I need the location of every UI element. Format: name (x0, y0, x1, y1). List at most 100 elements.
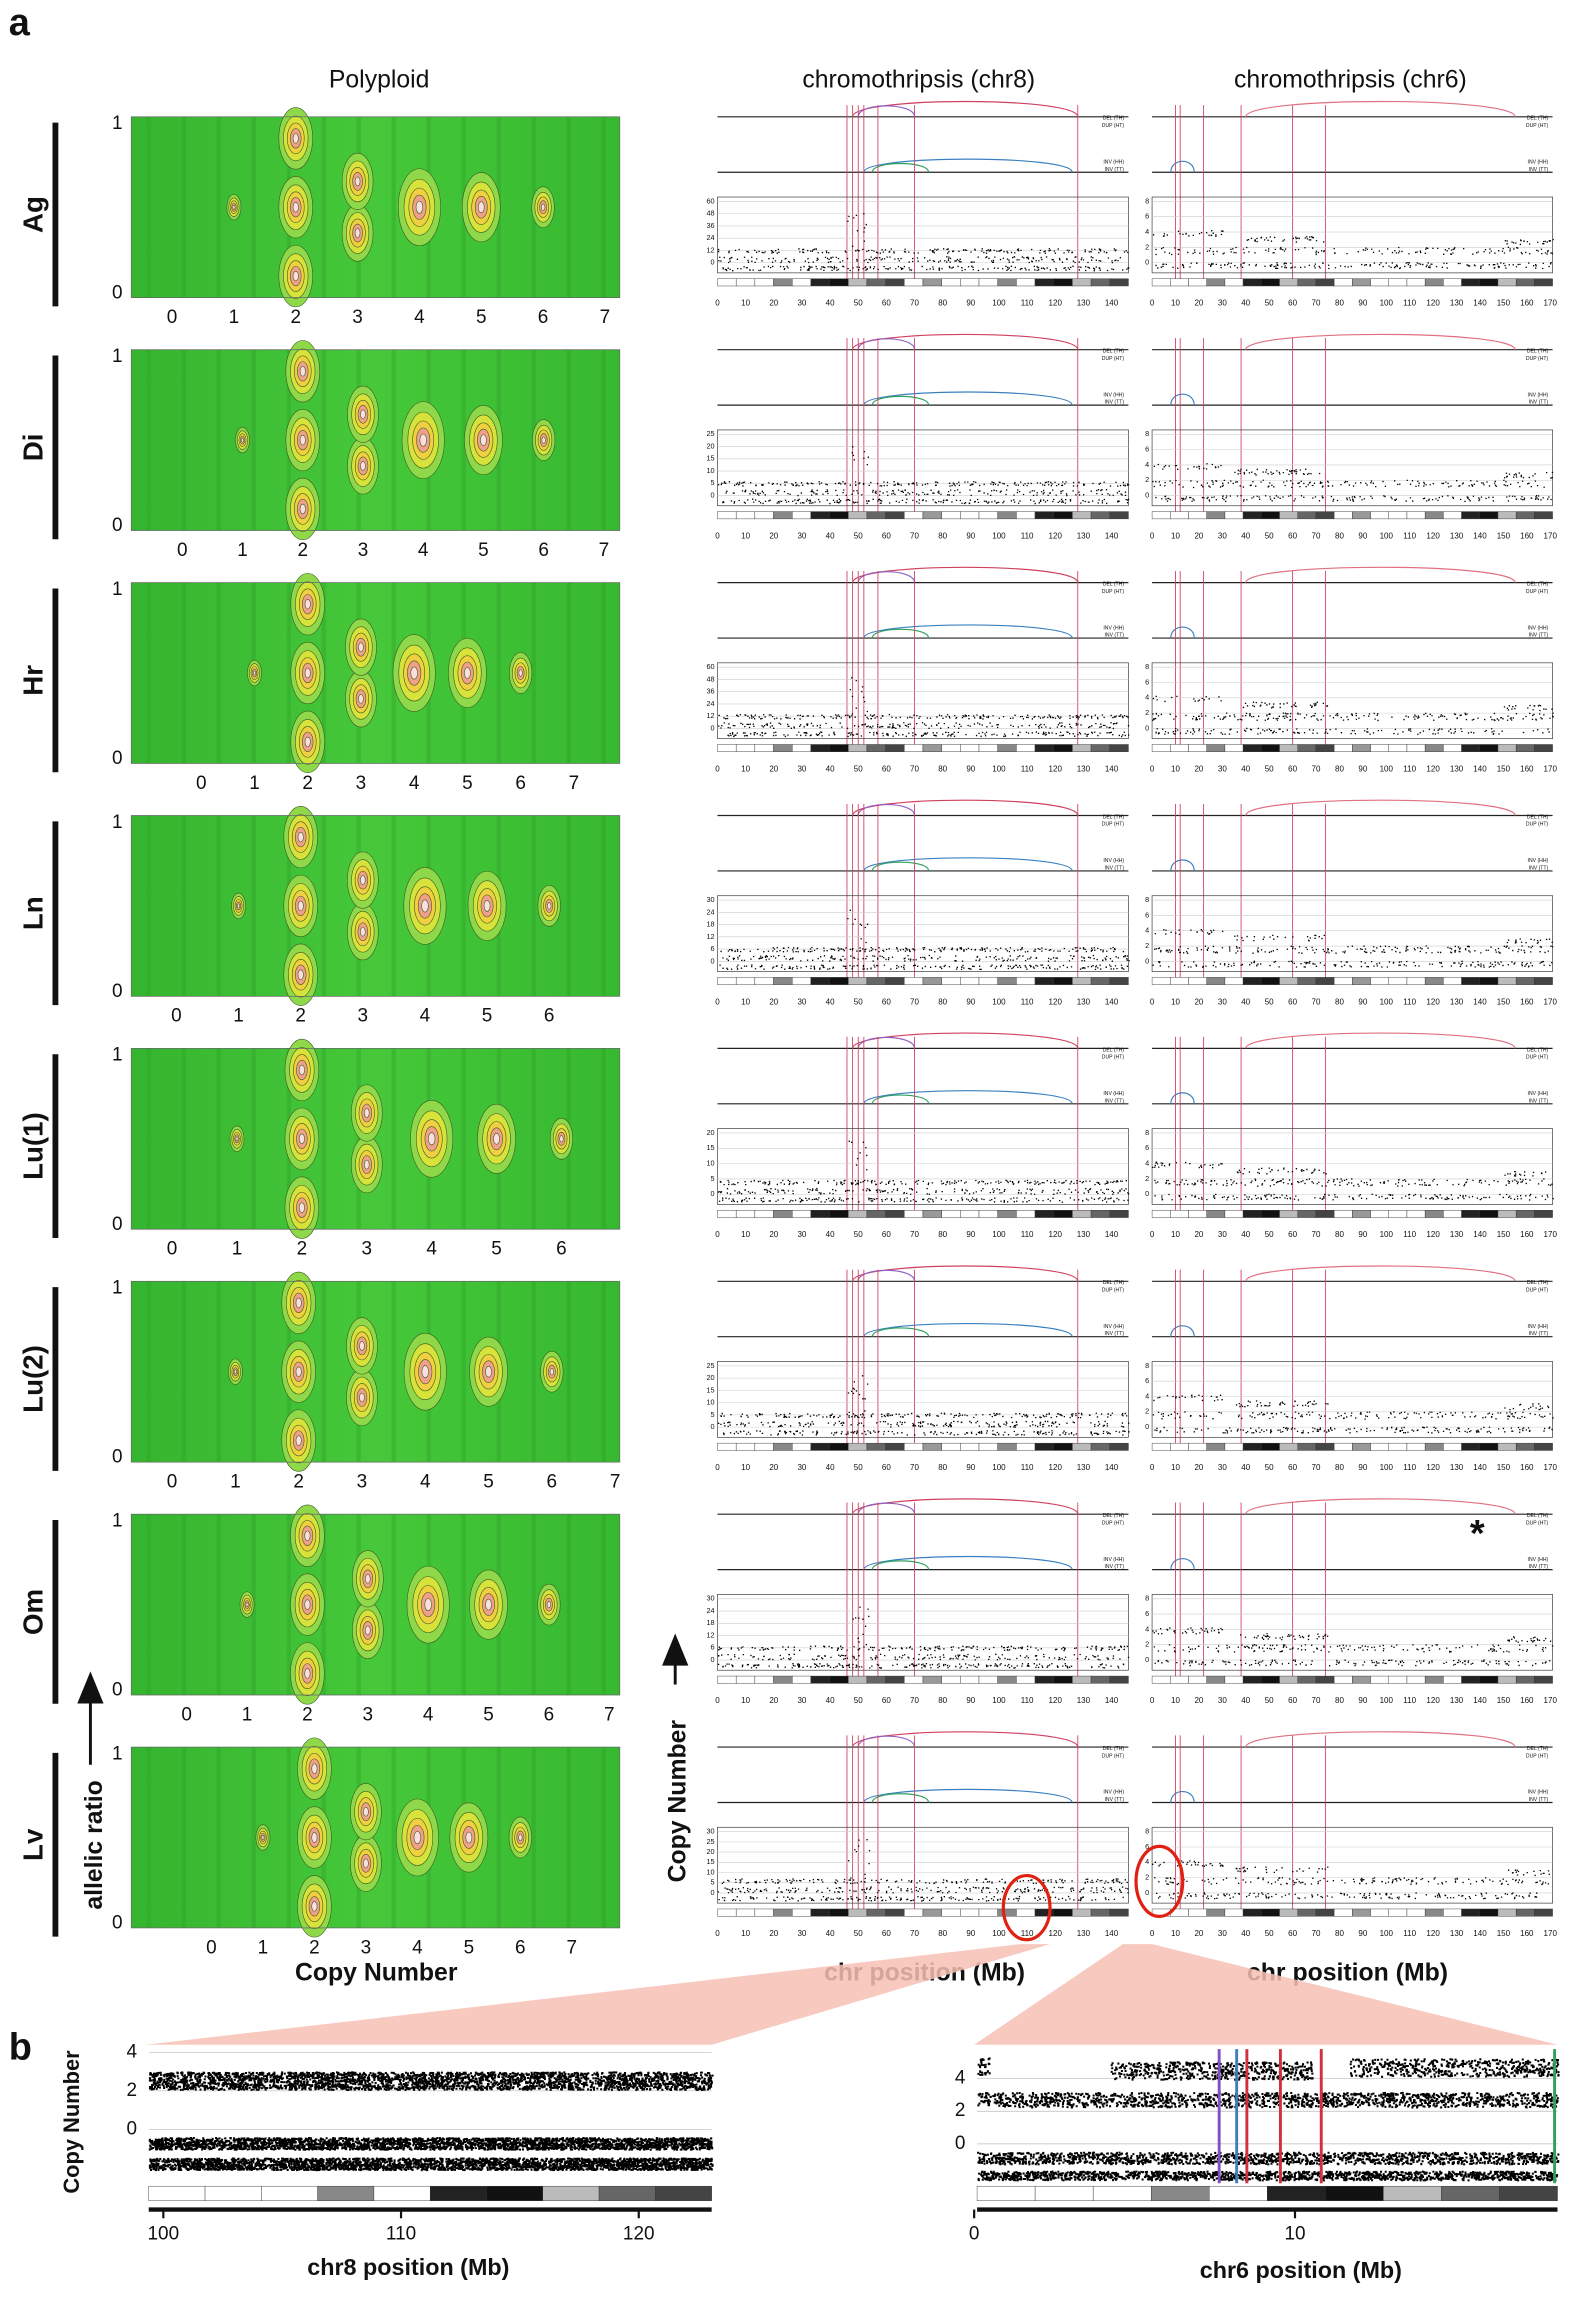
copy-number-dots (977, 2057, 1560, 2182)
x-tick-label: 140 (1105, 997, 1119, 1006)
ideogram-band (1424, 1210, 1444, 1218)
ideogram-band (810, 977, 830, 985)
column-title: Polyploid (329, 67, 430, 94)
ideogram-band (1053, 1908, 1073, 1917)
y-tick-label: 8 (1145, 662, 1149, 671)
ideogram-band (810, 1908, 830, 1917)
ideogram-band (773, 1675, 793, 1684)
legend-label: DUP (HT) (1526, 123, 1549, 129)
y-tick-label: 60 (706, 196, 714, 205)
ideogram-band (1034, 1675, 1054, 1684)
ideogram-band (1109, 977, 1129, 985)
ideogram-band (1090, 977, 1110, 985)
sv-arc (1245, 1731, 1516, 1748)
x-tick-label: 10 (1171, 1463, 1180, 1472)
heatmap-contour (364, 1159, 370, 1170)
x-tick-label: 150 (1497, 299, 1511, 308)
ideogram-band (904, 1908, 924, 1917)
x-tick-label: 70 (910, 997, 919, 1006)
x-tick-label: 50 (1265, 299, 1274, 308)
ideogram-band (717, 1908, 737, 1917)
x-tick-label: 0 (1150, 1696, 1155, 1705)
x-tick-label: 60 (882, 764, 891, 773)
ideogram-band (1388, 744, 1408, 752)
ideogram-band (791, 1210, 812, 1218)
ideogram-band (1090, 511, 1110, 520)
x-tick-label: 110 (1021, 532, 1034, 541)
ideogram-band (1150, 2185, 1210, 2201)
ideogram-band (922, 278, 942, 287)
x-tick-label: 3 (358, 540, 369, 561)
legend-label: DUP (HT) (1102, 1288, 1125, 1294)
legend-label: INV (TT) (1529, 1564, 1549, 1570)
ideogram-band (829, 1442, 849, 1451)
ideogram-band (1461, 1210, 1480, 1218)
ideogram-band (1297, 1442, 1317, 1451)
x-tick-label: 0 (206, 1937, 217, 1958)
ideogram-band (1461, 278, 1480, 287)
cn-plot-frame (1151, 429, 1553, 507)
ideogram-band (1224, 1908, 1244, 1917)
ideogram-band (1461, 1442, 1480, 1451)
ideogram-band (1497, 977, 1517, 985)
x-tick-label: 100 (1380, 1696, 1394, 1705)
ideogram-band (373, 2185, 431, 2201)
x-tick-label: 0 (1150, 1463, 1155, 1472)
x-tick-label: 40 (826, 997, 835, 1006)
x-tick-label: 10 (1171, 1696, 1180, 1705)
y-tick-label: 2 (1145, 1873, 1149, 1882)
legend-label: DUP (HT) (1526, 1753, 1549, 1759)
ideogram-band (717, 744, 737, 752)
x-tick-label: 6 (538, 540, 549, 561)
ideogram-band (1224, 1675, 1244, 1684)
ideogram-band (978, 1442, 998, 1451)
x-tick-label: 40 (1241, 764, 1250, 773)
x-tick-label: 5 (491, 1239, 502, 1260)
x-tick-label: 70 (1312, 1230, 1321, 1239)
ideogram-band (941, 977, 961, 985)
heatmap-background (131, 1747, 620, 1928)
ideogram-band (1534, 744, 1553, 752)
ideogram-band (1424, 1675, 1444, 1684)
x-tick-label: 40 (826, 764, 835, 773)
ideogram-band (1188, 1675, 1207, 1684)
x-tick-label: 2 (302, 1704, 313, 1725)
ideogram-band (754, 1908, 774, 1917)
ideogram-band (1370, 511, 1389, 520)
x-tick-label: 3 (361, 1937, 372, 1958)
ideogram-band (1261, 511, 1280, 520)
x-tick-label: 130 (1077, 1929, 1091, 1938)
ideogram-band (754, 744, 774, 752)
legend-label: DEL (TH) (1527, 814, 1549, 820)
cn-plot-frame (717, 1826, 1129, 1904)
x-tick-label: 0 (715, 1929, 720, 1938)
x-tick-label: 0 (1150, 764, 1155, 773)
y-tick-label: 0 (711, 1655, 715, 1664)
ideogram-band (1261, 1675, 1280, 1684)
ideogram-band (1016, 1675, 1036, 1684)
x-tick-label: 7 (604, 1704, 615, 1725)
ideogram-band (1072, 1210, 1092, 1218)
x-tick-label: 7 (567, 1937, 578, 1958)
ideogram-band (486, 2185, 544, 2201)
x-tick-label: 0 (167, 1239, 178, 1260)
ideogram-band (810, 1675, 830, 1684)
legend-label: INV (HH) (1528, 625, 1549, 631)
sv-arc (871, 1560, 930, 1570)
sv-arc (863, 1555, 1073, 1571)
ideogram-band (1279, 1442, 1298, 1451)
heatmap-contour (483, 900, 491, 912)
sv-arc (1245, 1032, 1516, 1049)
x-tick-label: 70 (1312, 1929, 1321, 1938)
legend-label: INV (TT) (1529, 1797, 1549, 1803)
ideogram-band (960, 977, 980, 985)
heatmap-contour (358, 694, 364, 704)
ideogram-band (1497, 1908, 1517, 1917)
y-tick-label: 36 (706, 687, 714, 696)
ideogram-band (885, 1210, 905, 1218)
heatmap-frame (130, 349, 621, 531)
x-tick-label: 60 (882, 299, 891, 308)
ideogram-band (1261, 1908, 1280, 1917)
ideogram-band (978, 744, 998, 752)
ideogram-band (1297, 1908, 1317, 1917)
